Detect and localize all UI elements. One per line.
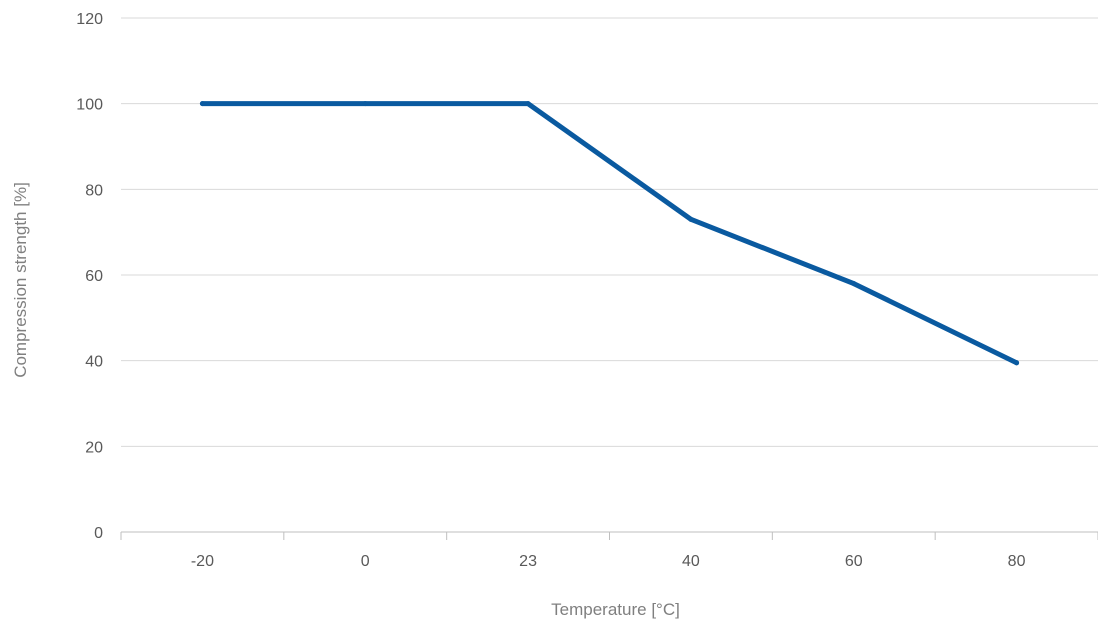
x-tick-label: 80 (1008, 553, 1026, 570)
x-tick-label: -20 (191, 553, 214, 570)
x-axis-title: Temperature [°C] (551, 600, 680, 619)
x-tick-label: 40 (682, 553, 700, 570)
series-group (199, 101, 1020, 366)
y-axis-title: Compression strength [%] (11, 182, 30, 378)
y-tick-label: 100 (76, 97, 103, 114)
y-tick-label: 0 (94, 525, 103, 542)
gridlines (121, 17, 1098, 447)
data-point (199, 101, 205, 107)
data-point (525, 101, 531, 107)
y-axis-tick-labels: 0 20 40 60 80 100 120 (76, 11, 103, 542)
y-tick-label: 120 (76, 11, 103, 28)
y-tick-label: 60 (85, 268, 103, 285)
data-point (688, 216, 694, 222)
data-point (362, 101, 368, 107)
data-point (1014, 360, 1020, 366)
data-point (851, 281, 857, 287)
y-tick-label: 80 (85, 182, 103, 199)
x-axis-ticks: -20 0 23 40 60 80 (120, 532, 1098, 570)
x-tick-label: 0 (361, 553, 370, 570)
x-tick-label: 23 (519, 553, 537, 570)
y-tick-label: 40 (85, 354, 103, 371)
series-line-0 (199, 101, 1020, 366)
x-tick-label: 60 (845, 553, 863, 570)
y-tick-label: 20 (85, 439, 103, 456)
